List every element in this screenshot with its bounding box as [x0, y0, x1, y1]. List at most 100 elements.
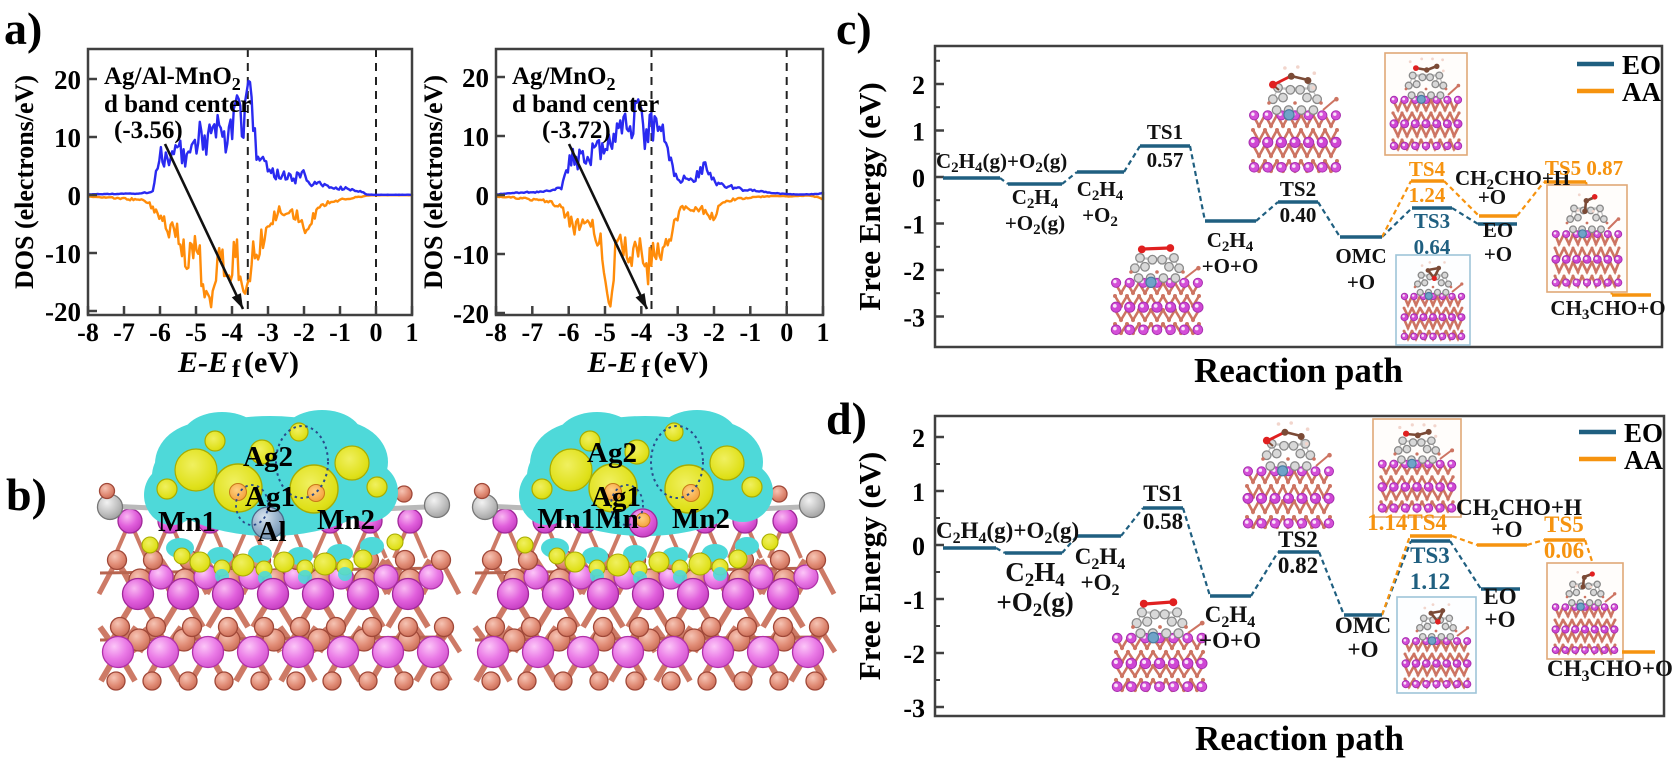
- svg-text:+O: +O: [1492, 517, 1523, 542]
- svg-text:0.82: 0.82: [1278, 553, 1318, 578]
- svg-text:-1: -1: [903, 211, 925, 240]
- svg-text:f: f: [232, 356, 241, 383]
- svg-text:AA: AA: [1624, 445, 1663, 475]
- svg-text:20: 20: [54, 65, 81, 95]
- svg-text:EO: EO: [1624, 418, 1663, 448]
- svg-text:AA: AA: [1622, 77, 1661, 107]
- svg-text:OMC: OMC: [1335, 244, 1386, 268]
- svg-text:b): b): [6, 469, 47, 520]
- svg-text:-10: -10: [45, 239, 81, 269]
- svg-text:Mn1: Mn1: [158, 506, 216, 538]
- svg-text:Al: Al: [258, 516, 287, 548]
- svg-text:c): c): [836, 3, 872, 54]
- svg-text:+O+O: +O+O: [1202, 254, 1259, 278]
- svg-text:-2: -2: [903, 257, 925, 286]
- svg-text:+O2​(g): +O2​(g): [1005, 211, 1065, 238]
- svg-text:0.58: 0.58: [1143, 509, 1183, 534]
- svg-text:C2​H4​: C2​H4​: [1077, 177, 1124, 204]
- svg-text:-1: -1: [329, 318, 351, 347]
- svg-text:-8: -8: [77, 318, 99, 347]
- svg-text:1.24: 1.24: [1409, 183, 1446, 207]
- svg-text:1.14TS4: 1.14TS4: [1367, 510, 1447, 535]
- svg-text:-3: -3: [257, 318, 279, 347]
- svg-text:1.12: 1.12: [1410, 569, 1450, 594]
- svg-text:10: 10: [462, 122, 489, 152]
- svg-text:TS1: TS1: [1147, 120, 1183, 144]
- svg-text:Ag/MnO2: Ag/MnO2: [512, 63, 615, 94]
- svg-text:CH2​CHO+H: CH2​CHO+H: [1456, 495, 1582, 524]
- svg-text:TS5 0.87: TS5 0.87: [1545, 156, 1623, 180]
- svg-text:-3: -3: [903, 694, 925, 723]
- svg-text:-6: -6: [149, 318, 171, 347]
- svg-text:-3: -3: [903, 304, 925, 333]
- svg-text:Ag2: Ag2: [587, 437, 637, 469]
- svg-text:-20: -20: [45, 297, 81, 327]
- svg-text:+O: +O: [1485, 607, 1516, 632]
- svg-text:Mn1Mn: Mn1Mn: [537, 503, 639, 535]
- svg-text:0.64: 0.64: [1414, 235, 1451, 259]
- svg-text:CH3​CHO+O: CH3​CHO+O: [1550, 296, 1665, 323]
- svg-text:C2​H4​: C2​H4​: [1012, 185, 1059, 212]
- svg-text:-7: -7: [521, 318, 543, 347]
- svg-text:Ag1: Ag1: [591, 481, 641, 513]
- svg-text:Mn2: Mn2: [672, 503, 730, 535]
- svg-text:-6: -6: [558, 318, 580, 347]
- svg-text:Mn2: Mn2: [317, 504, 375, 536]
- svg-text:(eV): (eV): [654, 346, 709, 379]
- svg-text:Ag/Al-MnO2: Ag/Al-MnO2: [104, 63, 241, 94]
- svg-text:EO: EO: [1483, 218, 1513, 242]
- svg-text:TS1: TS1: [1143, 481, 1183, 506]
- svg-text:EO: EO: [1483, 584, 1516, 609]
- svg-text:+O2​: +O2​: [1081, 570, 1120, 599]
- svg-text:0: 0: [476, 181, 490, 211]
- svg-text:0.57: 0.57: [1147, 148, 1184, 172]
- svg-text:(-3.72): (-3.72): [542, 117, 611, 144]
- svg-text:+O2​: +O2​: [1082, 203, 1118, 230]
- svg-text:TS3: TS3: [1410, 543, 1450, 568]
- svg-text:-2: -2: [293, 318, 315, 347]
- svg-text:-5: -5: [594, 318, 616, 347]
- svg-text:TS2: TS2: [1280, 177, 1316, 201]
- svg-text:Reaction path: Reaction path: [1194, 351, 1403, 390]
- svg-text:f: f: [642, 356, 651, 383]
- svg-text:Free Energy (eV): Free Energy (eV): [852, 82, 887, 310]
- svg-text:TS4: TS4: [1409, 157, 1446, 181]
- svg-text:1: 1: [912, 118, 925, 147]
- svg-text:EO: EO: [1622, 50, 1661, 80]
- svg-text:a): a): [4, 3, 42, 54]
- svg-text:+O: +O: [1484, 242, 1512, 266]
- svg-text:TS3: TS3: [1414, 209, 1450, 233]
- svg-text:+O2​(g): +O2​(g): [996, 587, 1073, 621]
- svg-text:0.06: 0.06: [1544, 538, 1584, 563]
- svg-text:Ag2: Ag2: [243, 441, 293, 473]
- svg-text:TS2: TS2: [1278, 527, 1318, 552]
- svg-text:+O: +O: [1348, 637, 1379, 662]
- svg-text:0: 0: [912, 164, 925, 193]
- svg-text:0: 0: [912, 532, 925, 561]
- svg-text:0: 0: [370, 318, 383, 347]
- svg-text:-8: -8: [485, 318, 507, 347]
- svg-text:+O: +O: [1347, 270, 1375, 294]
- svg-text:E-E: E-E: [177, 346, 228, 379]
- svg-text:E-E: E-E: [587, 346, 638, 379]
- svg-text:-4: -4: [221, 318, 243, 347]
- svg-text:+O+O: +O+O: [1199, 628, 1261, 653]
- svg-text:-2: -2: [903, 640, 925, 669]
- svg-text:0: 0: [780, 318, 793, 347]
- svg-text:d): d): [826, 393, 867, 444]
- svg-text:1: 1: [817, 318, 830, 347]
- svg-text:2: 2: [912, 71, 925, 100]
- svg-text:Free Energy (eV): Free Energy (eV): [852, 452, 887, 680]
- svg-text:-4: -4: [630, 318, 652, 347]
- svg-text:Ag1: Ag1: [245, 481, 295, 513]
- svg-text:10: 10: [54, 123, 81, 153]
- svg-text:C2​H4​: C2​H4​: [1207, 228, 1254, 255]
- svg-text:(-3.56): (-3.56): [114, 117, 183, 144]
- svg-text:2: 2: [912, 424, 925, 453]
- svg-text:-1: -1: [739, 318, 761, 347]
- svg-text:1: 1: [912, 478, 925, 507]
- svg-text:-10: -10: [453, 240, 489, 270]
- svg-text:C2​H4​(g)+O2​(g): C2​H4​(g)+O2​(g): [936, 149, 1067, 176]
- svg-text:-1: -1: [903, 586, 925, 615]
- svg-text:1: 1: [406, 318, 419, 347]
